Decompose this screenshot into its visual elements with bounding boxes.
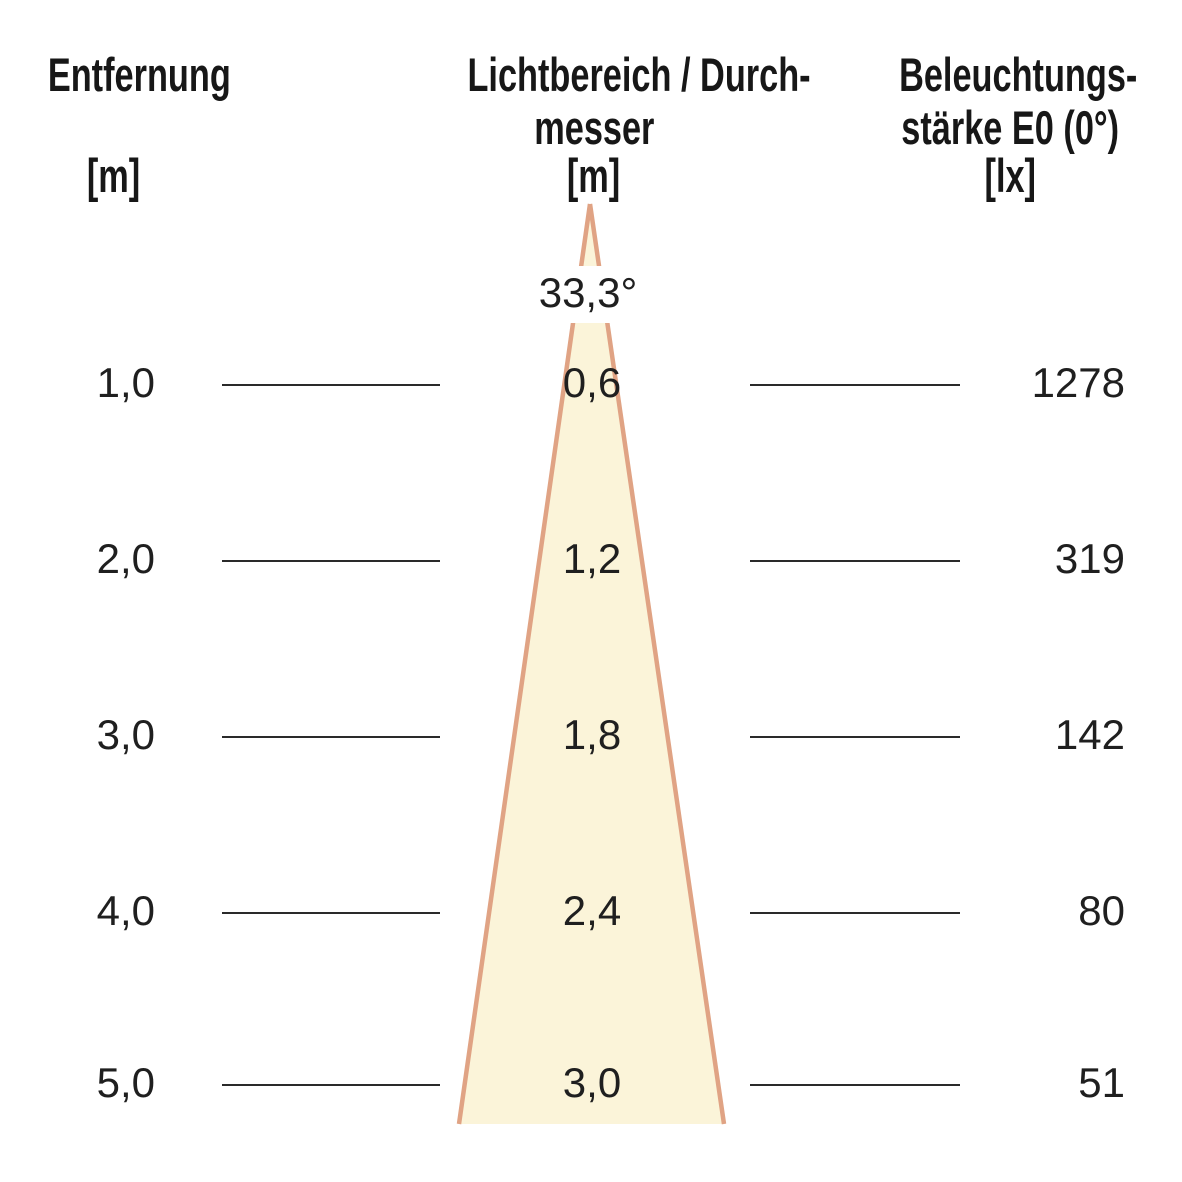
diameter-value: 0,6 [562,359,622,406]
header-distance-unit: [m] [87,149,141,202]
beam-angle-label-mask [500,266,680,323]
diameter-value: 1,2 [562,535,622,582]
row-line-left [222,1084,440,1086]
header-diameter-title-line2: messer [533,101,655,154]
row-line-left [222,912,440,914]
row-line-right [750,912,960,914]
distance-value: 4,0 [96,887,155,934]
row-line-right [750,1084,960,1086]
diameter-value: 2,4 [562,887,622,934]
diameter-value: 1,8 [562,711,622,758]
light-cone-edge-right [587,203,727,1125]
row-line-left [222,560,440,562]
header-diameter-unit: [m] [567,149,621,202]
header-distance-title: Entfernung [47,48,231,101]
illuminance-value: 142 [1054,711,1125,758]
row-line-left [222,384,440,386]
beam-angle-label: 33,3° [538,269,638,316]
header-illuminance-title-line2: stärke E0 (0°) [901,101,1119,154]
diameter-value: 3,0 [562,1059,622,1106]
row-line-right [750,384,960,386]
light-cone-edge-left [456,203,593,1125]
light-cone-fill [459,204,724,1124]
distance-value: 5,0 [96,1059,155,1106]
illuminance-value: 319 [1054,535,1125,582]
row-line-left [222,736,440,738]
illuminance-value: 1278 [1031,359,1125,406]
distance-value: 1,0 [96,359,155,406]
header-illuminance-unit: [lx] [984,149,1036,202]
distance-value: 3,0 [96,711,155,758]
header-illuminance-title-line1: Beleuchtungs- [899,48,1138,101]
header-diameter-title-line1: Lichtbereich / Durch- [467,48,811,101]
row-line-right [750,560,960,562]
illuminance-value: 51 [1078,1059,1125,1106]
row-line-right [750,736,960,738]
distance-value: 2,0 [96,535,155,582]
illuminance-value: 80 [1078,887,1125,934]
